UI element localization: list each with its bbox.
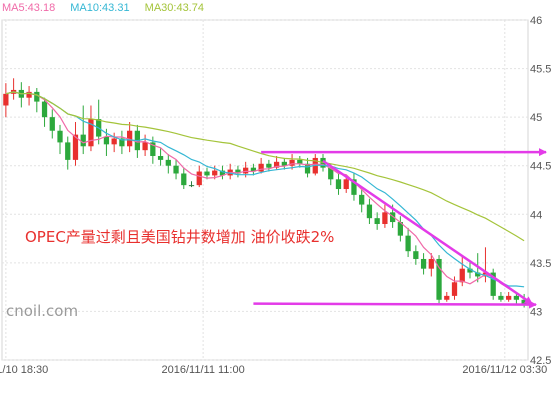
candle-body — [127, 130, 133, 147]
candle-body — [343, 179, 349, 190]
y-tick-label: 42.5 — [530, 355, 551, 367]
y-tick-label: 44.5 — [530, 161, 551, 173]
candle-body — [165, 159, 171, 166]
x-tick-label: 2016/11/11 11:00 — [162, 364, 245, 376]
candle-body — [335, 179, 342, 190]
candle-body — [374, 218, 380, 224]
candle-body — [173, 165, 179, 174]
candle-body — [219, 170, 226, 176]
candle-body — [436, 258, 442, 300]
candle-body — [196, 171, 202, 186]
candle-body — [80, 134, 86, 147]
candle-body — [420, 258, 427, 269]
candle-body — [150, 142, 156, 156]
support-line-arrow — [253, 300, 537, 309]
candle-body — [413, 251, 419, 259]
candle-body — [467, 268, 473, 273]
y-tick-label: 45 — [530, 112, 542, 124]
candle-body — [49, 117, 55, 131]
y-tick-label: 43 — [530, 306, 542, 318]
candle-body — [243, 167, 249, 174]
y-tick-label: 43.5 — [530, 258, 551, 270]
candle-body — [157, 156, 164, 160]
ma10-line — [5, 91, 525, 288]
legend-ma5: MA5:43.18 — [2, 2, 56, 14]
candle-body — [304, 163, 311, 174]
candle-body — [142, 142, 148, 151]
candle-body — [65, 142, 71, 160]
candle-body — [3, 93, 9, 106]
candle-body — [188, 185, 195, 187]
candle-body — [26, 91, 32, 98]
chart-annotation: OPEC产量过剩且美国钻井数增加 油价收跌2% — [25, 228, 335, 246]
candle-body — [351, 179, 357, 195]
watermark: cnoil.com — [6, 302, 79, 320]
ma30-line — [5, 91, 525, 242]
candle-body — [273, 161, 280, 168]
candle-body — [506, 295, 512, 300]
candle-body — [513, 295, 520, 300]
candle-body — [181, 173, 187, 186]
candle-body — [428, 258, 434, 269]
candle-body — [451, 282, 458, 296]
candle-body — [382, 212, 388, 224]
candle-body — [444, 295, 450, 300]
candle-body — [289, 159, 295, 166]
candle-body — [57, 130, 63, 143]
candle-body — [119, 138, 125, 147]
candle-body — [235, 169, 241, 174]
x-tick-label: 2016/11/12 03:30 — [462, 364, 547, 376]
candle-body — [258, 163, 264, 172]
candle-body — [111, 138, 117, 145]
candle-body — [297, 159, 303, 164]
candle-body — [41, 101, 48, 118]
candle-body — [405, 235, 411, 252]
candle-body — [475, 272, 481, 277]
candle-body — [34, 91, 40, 102]
y-tick-label: 44 — [530, 209, 542, 221]
candle-body — [266, 163, 272, 168]
candle-body — [88, 119, 94, 147]
candle-body — [103, 136, 110, 145]
ma-legend: MA5:43.18 MA10:43.31 MA30:43.74 — [2, 2, 216, 14]
plot-frame — [1, 19, 529, 361]
candle-body — [490, 272, 496, 296]
candle-body — [366, 204, 373, 219]
legend-ma10: MA10:43.31 — [70, 2, 130, 14]
candle-body — [281, 161, 287, 166]
x-tick-label: 2016/11/10 18:30 — [0, 364, 48, 376]
candle-body — [328, 167, 334, 180]
ma5-line — [5, 91, 525, 300]
candle-body — [459, 268, 465, 283]
downtrend-line-arrow — [322, 159, 533, 305]
legend-ma30: MA30:43.74 — [144, 2, 204, 14]
candle-body — [72, 134, 79, 160]
candle-body — [204, 171, 210, 176]
candle-body — [250, 167, 257, 172]
y-tick-label: 46 — [530, 15, 542, 27]
candle-body — [498, 295, 504, 300]
candle-body — [397, 222, 403, 236]
candle-body — [390, 212, 396, 223]
y-tick-label: 45.5 — [530, 64, 551, 76]
candle-body — [212, 170, 218, 176]
candle-body — [359, 194, 365, 205]
